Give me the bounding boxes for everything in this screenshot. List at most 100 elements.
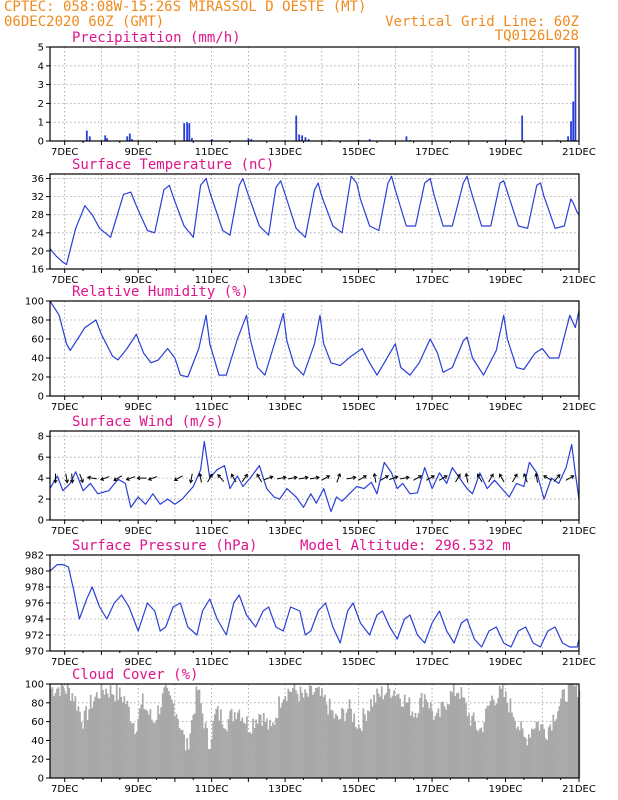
cloud-bar	[477, 731, 480, 778]
precip-bar	[131, 139, 133, 141]
cloud-bar	[125, 704, 127, 778]
x-tick-label: 7DEC	[51, 784, 78, 795]
wind-arrow-head	[464, 472, 469, 477]
series-line	[49, 440, 580, 513]
cloud-bar	[131, 723, 133, 778]
cloud-bar	[215, 708, 218, 778]
wind-arrow	[241, 473, 248, 483]
cloud-bar	[302, 697, 305, 778]
cloud-bar	[252, 718, 254, 778]
cloud-bar	[137, 719, 140, 778]
x-tick-label: 9DEC	[124, 784, 151, 795]
cloud-bar	[503, 697, 506, 778]
cloud-bar	[301, 692, 303, 778]
cloud-bar	[204, 722, 207, 778]
cloud-bar	[270, 725, 273, 778]
wind-arrow	[125, 476, 136, 481]
wind-arrow-head	[326, 475, 331, 479]
wind-arrow-shaft	[373, 473, 377, 483]
cloud-bar	[443, 706, 446, 778]
precip-bar	[188, 123, 191, 141]
cloud-bar	[575, 684, 578, 778]
cloud-bar	[471, 715, 473, 778]
x-tick-label: 9DEC	[124, 402, 151, 413]
cloud-bar	[547, 727, 550, 778]
cloud-bar	[77, 706, 80, 778]
cloud-bar	[557, 711, 559, 778]
cloud-bar	[141, 693, 144, 778]
cloud-bar	[103, 694, 106, 778]
temperature-panel: Surface Temperature (nC) 16 20 24 28 32 36 7DEC…	[31, 157, 596, 286]
wind-arrow	[399, 475, 410, 480]
cloud-bar	[573, 686, 576, 778]
cloud-bar	[120, 696, 123, 778]
cloud-bar	[333, 718, 336, 778]
cloud-bar	[134, 734, 136, 778]
cloud-bar	[553, 722, 556, 778]
x-tick-label: 9DEC	[124, 147, 151, 158]
cloud-bar	[163, 687, 166, 778]
y-tick-label: 60	[31, 717, 44, 728]
y-tick-label: 40	[31, 354, 44, 365]
wind-arrow	[372, 472, 377, 483]
cloud-bar	[449, 690, 452, 778]
cloud-bar	[311, 694, 314, 778]
cloud-bar	[508, 712, 510, 778]
model-altitude-label: Model Altitude: 296.532 m	[300, 538, 511, 554]
wind-arrow-head	[217, 473, 222, 478]
cloud-bar	[91, 708, 94, 778]
x-tick-label: 15DEC	[342, 526, 376, 537]
cloud-bar	[292, 688, 294, 778]
cloud-bar	[140, 704, 143, 778]
cloud-bar	[483, 722, 486, 778]
wind-arrow-shaft	[264, 476, 273, 481]
wind-arrow	[198, 472, 203, 483]
series-line	[49, 175, 580, 266]
wind-arrow	[488, 473, 494, 483]
wind-arrow-head	[208, 473, 213, 478]
wind-arrow-head	[476, 473, 481, 478]
cloud-cover-panel: Cloud Cover (%) 0 20 40 60 80 100 7DEC 9DEC 11DEC…	[25, 667, 596, 795]
cloud-bar	[128, 706, 130, 778]
cloud-bar	[550, 730, 553, 778]
cloud-bar	[108, 697, 110, 778]
y-tick-label: 40	[31, 736, 44, 747]
cloud-bar	[132, 722, 135, 778]
wind-arrow	[276, 475, 287, 480]
cloud-bar	[79, 711, 81, 778]
wind-arrow-head	[125, 476, 130, 481]
cloud-bar	[419, 698, 421, 778]
x-tick-label: 9DEC	[124, 275, 151, 286]
cloud-bar	[492, 699, 495, 778]
cloud-bar	[324, 694, 326, 778]
cloud-bar	[59, 695, 61, 778]
x-tick-label: 13DEC	[268, 275, 302, 286]
x-tick-label: 19DEC	[489, 784, 523, 795]
cloud-bar	[76, 710, 78, 778]
wind-arrow	[287, 475, 298, 480]
y-tick-label: 8	[38, 432, 44, 443]
cloud-bar	[135, 731, 138, 778]
x-tick-label: 21DEC	[562, 784, 596, 795]
cloud-bar	[517, 726, 519, 778]
y-tick-label: 6	[38, 453, 44, 464]
y-tick-label: 4	[38, 61, 44, 72]
cloud-bar	[209, 748, 212, 778]
panel-title: Relative Humidity (%)	[72, 284, 249, 300]
wind-arrow-shaft	[199, 473, 202, 483]
y-tick-label: 0	[38, 516, 44, 527]
cloud-bar	[420, 692, 423, 778]
cloud-bar	[564, 701, 567, 778]
x-tick-label: 21DEC	[562, 275, 596, 286]
cloud-bar	[118, 687, 121, 778]
wind-arrow	[565, 475, 575, 481]
cloud-bar	[370, 699, 372, 778]
cloud-bar	[100, 684, 103, 778]
cloud-bar	[526, 745, 529, 778]
cloud-bar	[431, 710, 434, 778]
wind-arrow	[438, 475, 448, 481]
x-tick-label: 15DEC	[342, 402, 376, 413]
wind-arrow-shaft	[553, 474, 561, 482]
x-tick-label: 9DEC	[124, 657, 151, 668]
cloud-bar	[465, 703, 467, 778]
